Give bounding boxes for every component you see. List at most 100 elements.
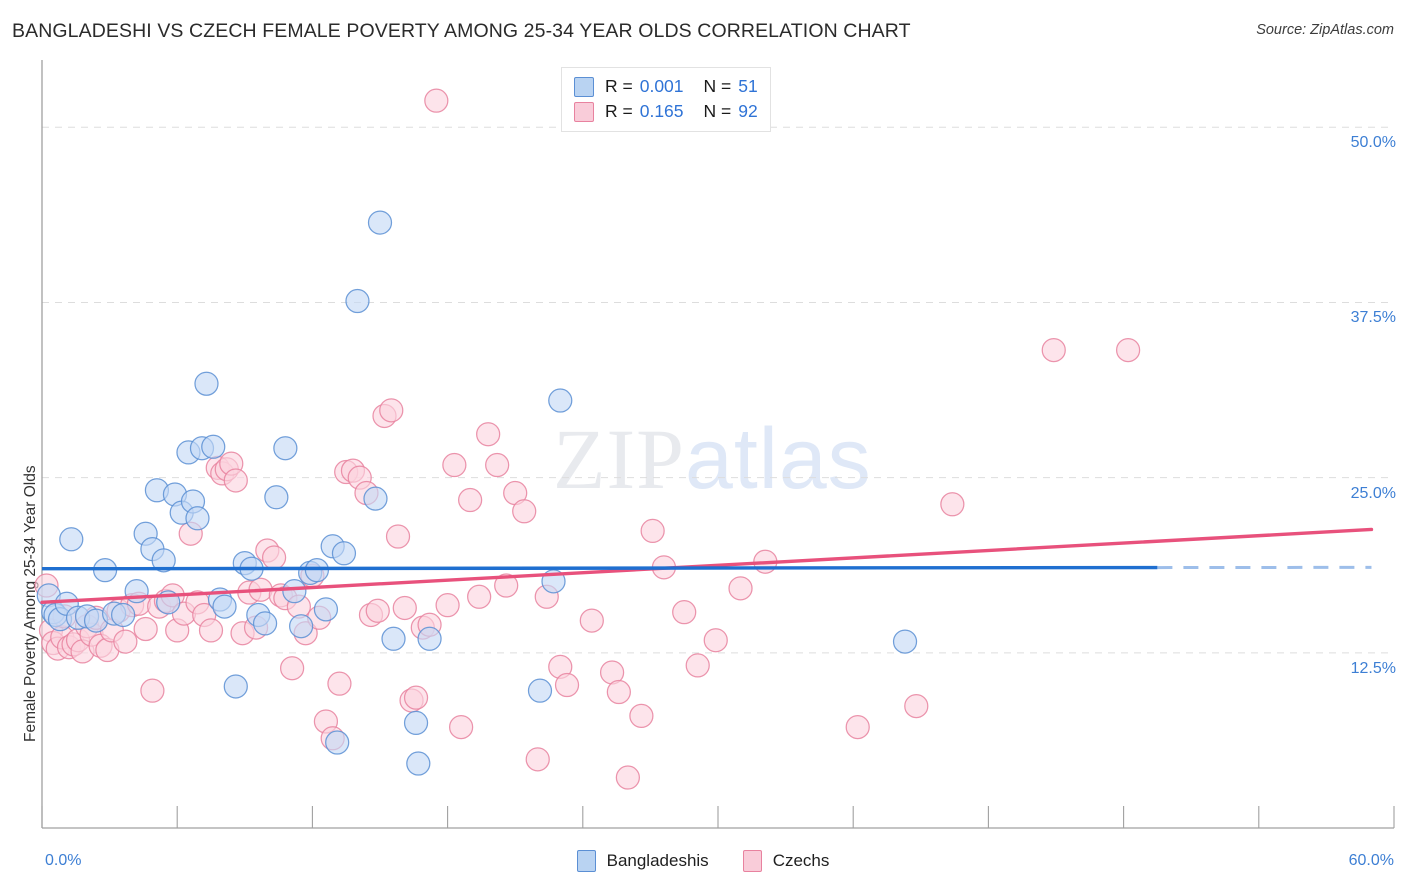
data-point[interactable] — [379, 398, 404, 423]
data-point[interactable] — [554, 672, 580, 698]
data-point[interactable] — [458, 487, 483, 513]
data-point[interactable] — [59, 527, 84, 552]
data-point[interactable] — [282, 579, 307, 604]
bangladeshis-swatch-icon — [576, 850, 596, 872]
data-point[interactable] — [331, 541, 357, 566]
x-axis-ticks — [41, 806, 1395, 828]
data-point[interactable] — [448, 714, 474, 740]
data-point[interactable] — [579, 608, 604, 633]
y-tick-label-12.5: 12.5% — [1350, 659, 1396, 677]
n-value-blue: 51 — [738, 76, 758, 96]
data-point[interactable] — [615, 765, 640, 790]
data-point[interactable] — [640, 518, 665, 544]
r-value-pink: 0.165 — [639, 101, 684, 121]
correlation-stats-legend: R = 0.001 N = 51 R = 0.165 N = 92 — [561, 67, 771, 132]
data-point[interactable] — [703, 628, 728, 653]
data-point[interactable] — [392, 595, 417, 621]
data-point[interactable] — [194, 371, 219, 396]
data-point[interactable] — [525, 747, 550, 772]
data-point[interactable] — [494, 573, 519, 598]
y-tick-label-37.5: 37.5% — [1350, 309, 1396, 327]
data-point[interactable] — [313, 597, 339, 622]
stat-row-bangladeshis: R = 0.001 N = 51 — [574, 74, 758, 99]
data-point[interactable] — [289, 614, 314, 639]
legend-item-bangladeshis[interactable]: Bangladeshis — [576, 850, 709, 872]
data-point[interactable] — [113, 629, 138, 654]
data-point[interactable] — [845, 714, 870, 740]
blue-swatch-icon — [574, 76, 594, 97]
data-point[interactable] — [385, 524, 411, 549]
data-point[interactable] — [279, 656, 305, 681]
r-label-pink: R = — [605, 101, 633, 121]
data-point[interactable] — [512, 499, 537, 524]
data-point[interactable] — [133, 616, 158, 642]
data-point[interactable] — [467, 584, 492, 609]
data-point[interactable] — [201, 434, 226, 459]
data-point[interactable] — [424, 88, 449, 113]
data-point[interactable] — [406, 751, 431, 776]
data-point[interactable] — [198, 618, 224, 643]
data-point[interactable] — [476, 422, 501, 447]
y-tick-label-25: 25.0% — [1350, 484, 1396, 502]
data-point[interactable] — [672, 600, 697, 625]
data-point[interactable] — [273, 436, 298, 461]
data-point[interactable] — [1115, 337, 1141, 363]
data-point[interactable] — [261, 545, 287, 570]
data-point[interactable] — [417, 626, 442, 651]
pink-swatch-icon — [574, 101, 594, 122]
data-point[interactable] — [940, 492, 965, 517]
x-axis-max-label: 60.0% — [1348, 852, 1394, 869]
data-point[interactable] — [252, 611, 278, 636]
r-value-blue: 0.001 — [639, 76, 684, 96]
data-point[interactable] — [728, 576, 753, 601]
data-point[interactable] — [904, 693, 929, 719]
data-point[interactable] — [325, 730, 350, 755]
czechs-trendline — [40, 527, 1374, 605]
data-point[interactable] — [151, 548, 176, 573]
x-axis-min-label: 0.0% — [45, 852, 82, 869]
data-point[interactable] — [223, 674, 248, 699]
n-value-pink: 92 — [738, 101, 758, 121]
data-point[interactable] — [606, 679, 631, 705]
data-point[interactable] — [685, 653, 710, 678]
n-label-blue: N = — [703, 76, 732, 96]
data-point[interactable] — [1041, 337, 1066, 363]
data-point[interactable] — [367, 210, 393, 235]
r-label-blue: R = — [605, 76, 633, 96]
data-point[interactable] — [327, 671, 352, 696]
data-point[interactable] — [442, 452, 467, 478]
legend-label-bangladeshis: Bangladeshis — [606, 851, 709, 870]
stat-row-czechs: R = 0.165 N = 92 — [574, 99, 758, 124]
page-title: BANGLADESHI VS CZECH FEMALE POVERTY AMON… — [12, 20, 911, 42]
data-point[interactable] — [185, 506, 210, 531]
data-point[interactable] — [403, 685, 429, 710]
bangladeshis-point-group — [36, 210, 918, 776]
data-point[interactable] — [212, 594, 237, 619]
data-point[interactable] — [345, 288, 370, 314]
data-point[interactable] — [223, 468, 248, 493]
data-point[interactable] — [264, 485, 289, 510]
source-attribution: Source: ZipAtlas.com — [1256, 22, 1394, 38]
data-point[interactable] — [403, 710, 429, 736]
legend-label-czechs: Czechs — [772, 851, 830, 870]
data-point[interactable] — [110, 602, 136, 628]
data-point[interactable] — [485, 452, 510, 478]
data-point[interactable] — [548, 388, 573, 413]
data-point[interactable] — [892, 629, 918, 654]
czechs-swatch-icon — [742, 850, 762, 872]
data-point[interactable] — [527, 678, 553, 703]
data-point[interactable] — [365, 598, 390, 623]
data-point[interactable] — [435, 593, 460, 618]
legend-item-czechs[interactable]: Czechs — [742, 850, 830, 872]
data-point[interactable] — [140, 678, 165, 703]
y-tick-label-50: 50.0% — [1350, 134, 1396, 152]
data-point[interactable] — [381, 626, 406, 651]
series-legend: Bangladeshis Czechs — [0, 850, 1406, 872]
n-label-pink: N = — [703, 101, 732, 121]
trendline-group — [40, 527, 1374, 605]
data-point[interactable] — [363, 486, 388, 511]
data-point[interactable] — [629, 703, 654, 729]
bangladeshis-trendline-solid — [41, 565, 1158, 571]
